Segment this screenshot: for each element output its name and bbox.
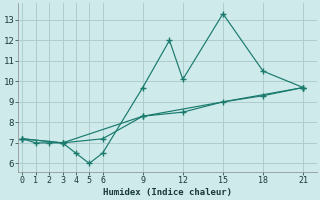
X-axis label: Humidex (Indice chaleur): Humidex (Indice chaleur) [103,188,232,197]
